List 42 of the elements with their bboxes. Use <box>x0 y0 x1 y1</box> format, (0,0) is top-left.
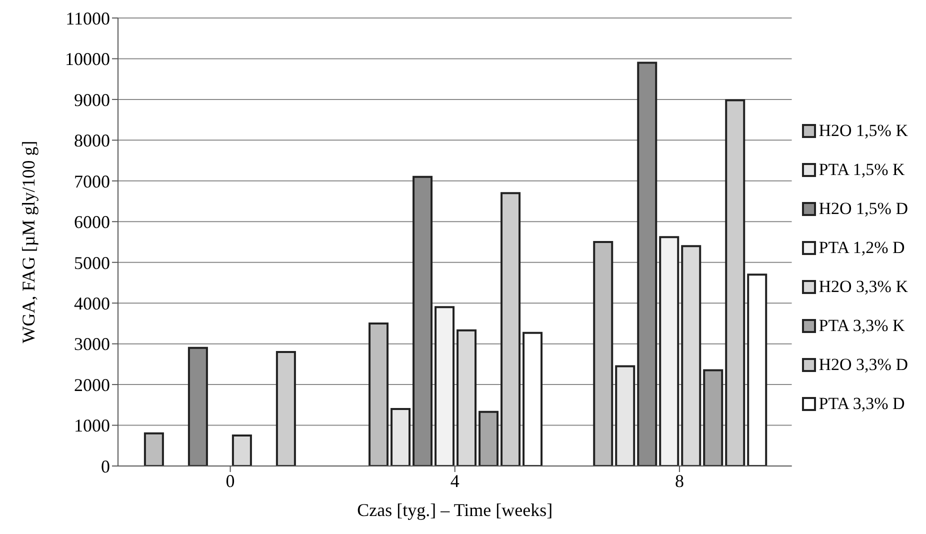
y-tick-label: 3000 <box>74 334 110 354</box>
bar <box>144 432 164 466</box>
y-tick-label: 5000 <box>74 252 110 273</box>
bar <box>593 241 614 466</box>
bar <box>522 332 543 466</box>
legend-label: H2O 3,3% K <box>818 276 908 298</box>
bar <box>434 306 455 466</box>
y-tick-label: 2000 <box>74 374 110 395</box>
y-tick-label: 1000 <box>74 416 110 436</box>
bar <box>659 236 680 466</box>
legend-label: PTA 3,3% D <box>818 393 905 415</box>
y-tick-label: 6000 <box>74 212 110 232</box>
bar <box>232 434 252 466</box>
y-tick-label: 10000 <box>65 49 110 70</box>
y-tick-label: 9000 <box>74 90 110 110</box>
x-tick-label: 4 <box>450 470 460 491</box>
legend-label: H2O 3,3% D <box>818 354 908 376</box>
bar <box>681 245 702 466</box>
y-tick-label: 7000 <box>74 171 110 192</box>
bar <box>615 365 636 466</box>
legend-label: H2O 1,5% D <box>818 198 908 220</box>
y-tick-label: 4000 <box>74 293 110 314</box>
bar <box>456 329 477 466</box>
y-axis-title: WGA, FAG [µM gly/100 g] <box>18 140 38 344</box>
legend-label: PTA 3,3% K <box>818 315 905 337</box>
y-tick-label: 0 <box>101 456 110 476</box>
legend-label: PTA 1,2% D <box>818 237 905 259</box>
bar <box>478 410 499 466</box>
y-tick-label: 8000 <box>74 130 110 151</box>
bar <box>500 192 521 466</box>
legend-label: H2O 1,5% K <box>818 120 908 142</box>
bar <box>747 274 768 466</box>
x-axis-title: Czas [tyg.] – Time [weeks] <box>357 500 553 520</box>
bar <box>725 99 746 466</box>
x-tick-label: 8 <box>674 470 684 491</box>
legend-label: PTA 1,5% K <box>818 159 905 181</box>
bar <box>390 408 411 466</box>
y-tick-label: 11000 <box>66 8 110 28</box>
bar <box>368 322 389 466</box>
bar <box>703 369 724 466</box>
x-tick-label: 0 <box>226 470 235 491</box>
bar <box>276 350 296 466</box>
